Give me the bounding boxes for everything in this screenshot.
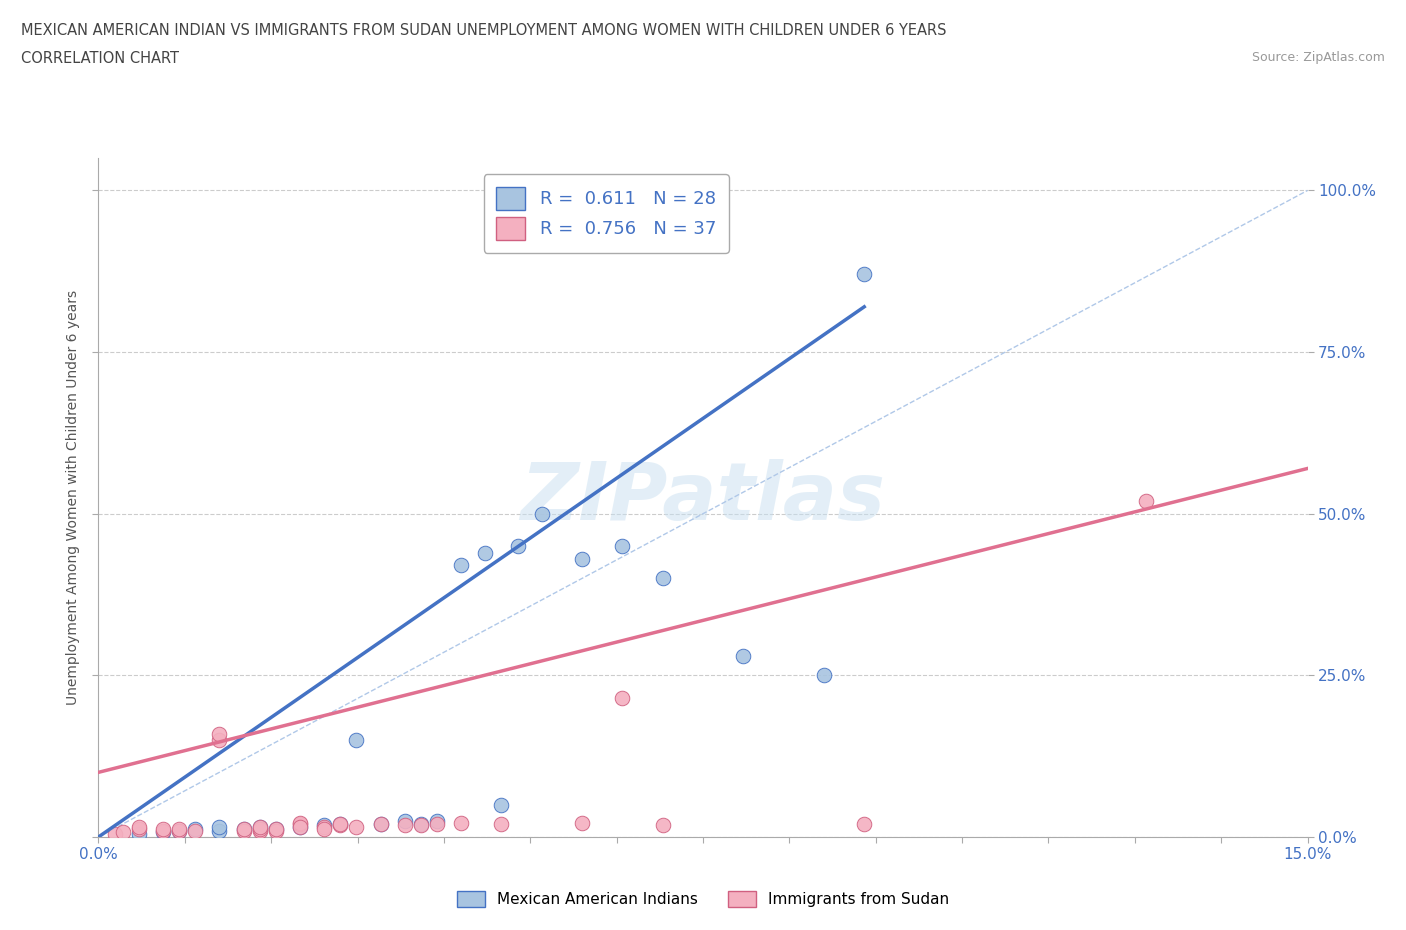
- Point: [249, 820, 271, 835]
- Point: [329, 817, 352, 832]
- Point: [344, 733, 367, 748]
- Text: MEXICAN AMERICAN INDIAN VS IMMIGRANTS FROM SUDAN UNEMPLOYMENT AMONG WOMEN WITH C: MEXICAN AMERICAN INDIAN VS IMMIGRANTS FR…: [21, 23, 946, 38]
- Point: [152, 823, 174, 838]
- Point: [111, 824, 134, 839]
- Point: [167, 823, 190, 838]
- Point: [344, 820, 367, 835]
- Point: [288, 820, 311, 835]
- Point: [232, 822, 254, 837]
- Point: [167, 822, 190, 837]
- Point: [314, 822, 336, 837]
- Point: [184, 822, 207, 837]
- Legend: Mexican American Indians, Immigrants from Sudan: Mexican American Indians, Immigrants fro…: [451, 884, 955, 913]
- Point: [409, 817, 432, 832]
- Y-axis label: Unemployment Among Women with Children Under 6 years: Unemployment Among Women with Children U…: [66, 290, 80, 705]
- Point: [813, 668, 835, 683]
- Point: [264, 822, 287, 837]
- Point: [288, 817, 311, 831]
- Point: [426, 814, 449, 829]
- Point: [208, 823, 231, 838]
- Point: [167, 823, 190, 838]
- Point: [264, 822, 287, 837]
- Point: [651, 571, 673, 586]
- Point: [571, 816, 593, 830]
- Point: [208, 733, 231, 748]
- Point: [152, 824, 174, 839]
- Point: [184, 823, 207, 838]
- Point: [208, 820, 231, 835]
- Text: Source: ZipAtlas.com: Source: ZipAtlas.com: [1251, 51, 1385, 64]
- Point: [128, 822, 150, 837]
- Point: [853, 267, 876, 282]
- Point: [394, 817, 416, 832]
- Point: [288, 816, 311, 830]
- Point: [491, 817, 513, 831]
- Point: [409, 817, 432, 831]
- Point: [232, 823, 254, 838]
- Point: [128, 827, 150, 842]
- Point: [612, 538, 634, 553]
- Point: [288, 820, 311, 835]
- Point: [208, 726, 231, 741]
- Point: [264, 823, 287, 838]
- Point: [370, 817, 392, 831]
- Point: [249, 820, 271, 835]
- Point: [506, 538, 529, 553]
- Point: [530, 506, 553, 521]
- Point: [612, 691, 634, 706]
- Point: [394, 814, 416, 829]
- Point: [128, 820, 150, 835]
- Point: [426, 817, 449, 831]
- Point: [329, 817, 352, 831]
- Point: [370, 817, 392, 831]
- Point: [651, 817, 673, 832]
- Text: ZIPatlas: ZIPatlas: [520, 458, 886, 537]
- Legend: R =  0.611   N = 28, R =  0.756   N = 37: R = 0.611 N = 28, R = 0.756 N = 37: [484, 174, 728, 253]
- Point: [103, 827, 125, 842]
- Point: [450, 558, 472, 573]
- Point: [733, 648, 755, 663]
- Point: [571, 551, 593, 566]
- Point: [314, 817, 336, 832]
- Point: [152, 822, 174, 837]
- Point: [314, 820, 336, 835]
- Point: [450, 816, 472, 830]
- Point: [853, 817, 876, 831]
- Point: [232, 822, 254, 837]
- Point: [249, 823, 271, 838]
- Point: [329, 817, 352, 831]
- Point: [491, 797, 513, 812]
- Text: CORRELATION CHART: CORRELATION CHART: [21, 51, 179, 66]
- Point: [249, 822, 271, 837]
- Point: [474, 545, 496, 560]
- Point: [1135, 493, 1157, 508]
